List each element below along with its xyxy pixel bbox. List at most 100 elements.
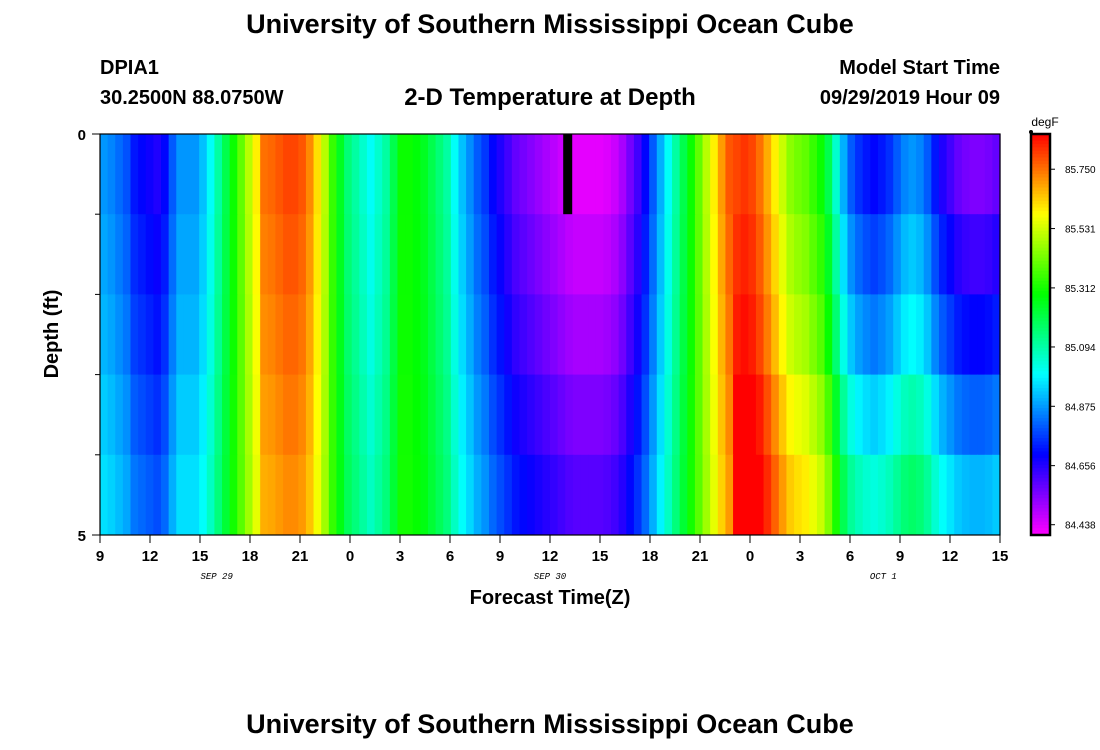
heatmap-cell: [801, 134, 810, 215]
heatmap-cell: [763, 214, 772, 295]
colorbar-swatch: [1031, 284, 1050, 289]
heatmap-cell: [916, 454, 925, 536]
heatmap-cell: [755, 134, 765, 215]
x-tick-label: 3: [396, 548, 404, 565]
heatmap-cell: [672, 374, 681, 456]
heatmap-cell: [420, 374, 429, 456]
colorbar-swatch: [1031, 451, 1050, 456]
heatmap-cell: [900, 134, 910, 215]
heatmap-cell: [588, 134, 597, 215]
heatmap-cell: [855, 214, 864, 295]
colorbar-swatch: [1031, 521, 1050, 526]
colorbar-swatch: [1031, 371, 1050, 376]
heatmap-cell: [206, 294, 216, 375]
heatmap-cell: [550, 454, 559, 536]
heatmap-cell: [283, 214, 292, 295]
heatmap-cell: [755, 214, 765, 295]
heatmap-cell: [832, 374, 841, 456]
heatmap-cell: [100, 134, 109, 215]
heatmap-cell: [244, 134, 254, 215]
colorbar-swatch: [1031, 341, 1050, 346]
colorbar-swatch: [1031, 414, 1050, 419]
footer-title: University of Southern Mississippi Ocean…: [246, 709, 854, 739]
heatmap-cell: [138, 454, 147, 536]
heatmap-cell: [122, 134, 132, 215]
colorbar-swatch: [1031, 468, 1050, 473]
heatmap-cell: [588, 454, 597, 536]
heatmap-cell: [229, 294, 238, 375]
heatmap-cell: [252, 134, 261, 215]
x-axis-label: Forecast Time(Z): [470, 587, 631, 609]
heatmap-cell: [862, 214, 871, 295]
heatmap-cell: [206, 454, 216, 536]
heatmap-cell: [710, 454, 719, 536]
heatmap-cell: [954, 454, 963, 536]
heatmap-cell: [984, 214, 993, 295]
heatmap-cell: [595, 454, 604, 536]
heatmap-cell: [504, 214, 513, 295]
colorbar-swatch: [1031, 327, 1050, 332]
colorbar-swatch: [1031, 160, 1050, 165]
heatmap-cell: [122, 214, 132, 295]
heatmap-cell: [725, 294, 734, 375]
heatmap-cell: [527, 374, 536, 456]
y-tick-label: 5: [78, 528, 86, 545]
colorbar-swatch: [1031, 331, 1050, 335]
colorbar-swatch: [1031, 494, 1050, 499]
heatmap-cell: [168, 374, 177, 456]
heatmap-cell: [931, 134, 940, 215]
heatmap-cell: [908, 454, 917, 536]
colorbar-swatch: [1031, 324, 1050, 329]
heatmap-cell: [275, 374, 284, 456]
heatmap-cell: [450, 454, 460, 536]
colorbar-swatch: [1031, 144, 1050, 148]
heatmap-cell: [260, 374, 269, 456]
heatmap-cell: [161, 214, 170, 295]
colorbar-swatch: [1031, 307, 1050, 312]
heatmap-cell: [100, 454, 109, 536]
heatmap-cell: [595, 214, 604, 295]
heatmap-cell: [100, 294, 109, 375]
heatmap-cell: [420, 214, 429, 295]
heatmap-cell: [427, 214, 437, 295]
heatmap-cell: [694, 374, 704, 456]
heatmap-cell: [626, 134, 635, 215]
heatmap-cell: [580, 134, 589, 215]
heatmap-cell: [443, 134, 452, 215]
heatmap-cell: [710, 294, 719, 375]
heatmap-cell: [290, 294, 299, 375]
heatmap-cell: [900, 214, 910, 295]
colorbar-marker: [1029, 130, 1033, 134]
colorbar-tick-label: 85.750: [1065, 165, 1096, 176]
heatmap-cell: [138, 374, 147, 456]
heatmap-cell: [984, 454, 993, 536]
heatmap-cell: [839, 294, 849, 375]
heatmap-cell: [618, 454, 627, 536]
heatmap-cell: [740, 374, 749, 456]
colorbar-swatch: [1031, 474, 1050, 479]
heatmap-cell: [809, 134, 818, 215]
colorbar-swatch: [1031, 254, 1050, 259]
heatmap-cell: [397, 214, 406, 295]
heatmap-cell: [656, 214, 666, 295]
colorbar-swatch: [1031, 508, 1050, 513]
colorbar-swatch: [1031, 411, 1050, 416]
colorbar-swatch: [1031, 190, 1050, 195]
heatmap-cell: [641, 134, 650, 215]
y-tick-label: 0: [78, 127, 86, 144]
heatmap-cell: [450, 374, 460, 456]
heatmap-cell: [595, 294, 604, 375]
colorbar-swatch: [1031, 147, 1050, 152]
heatmap-cell: [992, 134, 1001, 215]
x-tick-label: 6: [846, 548, 854, 565]
heatmap-cell: [488, 214, 498, 295]
colorbar: 85.750 85.531 85.312 85.094 84.875 84.656 84.4…: [1029, 130, 1096, 537]
heatmap-cell: [153, 214, 162, 295]
heatmap-cell: [374, 294, 383, 375]
heatmap-cell: [946, 294, 955, 375]
heatmap-cell: [649, 214, 658, 295]
colorbar-swatch: [1031, 498, 1050, 503]
colorbar-swatch: [1031, 374, 1050, 379]
heatmap-cell: [954, 294, 963, 375]
heatmap-cell: [290, 214, 299, 295]
